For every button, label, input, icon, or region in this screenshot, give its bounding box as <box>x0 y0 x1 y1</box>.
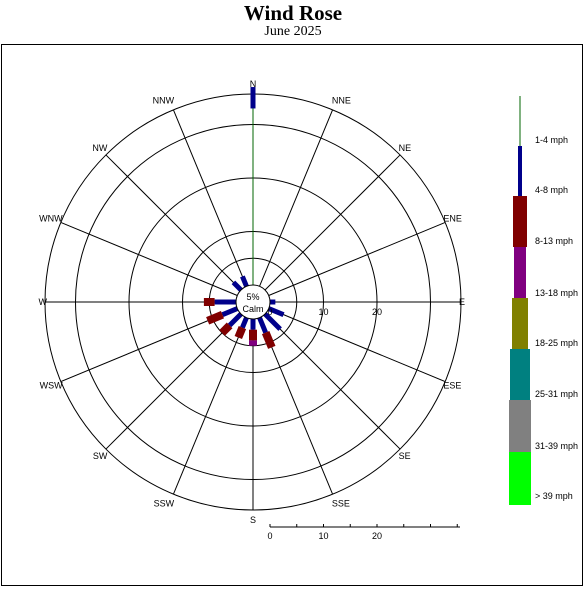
direction-label-sw: SW <box>93 451 108 461</box>
chart-title: Wind Rose <box>243 1 343 25</box>
bar-n-4-8-mph <box>250 87 256 109</box>
spoke-ne <box>264 154 401 291</box>
spoke-ese <box>268 308 446 383</box>
legend-swatch-8-13-mph <box>513 196 527 247</box>
scale-bar-label: 20 <box>372 531 382 541</box>
spoke-nnw <box>172 109 247 287</box>
direction-label-nne: NNE <box>332 96 351 106</box>
bar-sw-8-13-mph <box>219 322 233 336</box>
spoke-wnw <box>60 221 238 296</box>
bar-n-1-4-mph <box>252 108 254 285</box>
legend-label: 1-4 mph <box>535 135 568 145</box>
direction-label-ene: ENE <box>443 214 462 224</box>
bar-w-8-13-mph <box>203 298 215 306</box>
direction-label-nnw: NNW <box>153 96 175 106</box>
radial-tick-label: 10 <box>318 307 328 317</box>
legend-label: 25-31 mph <box>535 389 578 399</box>
direction-label-ssw: SSW <box>154 498 175 508</box>
calm-label: Calm <box>242 304 263 314</box>
radial-tick-label: 20 <box>372 307 382 317</box>
legend-swatch-31-39-mph <box>509 400 531 452</box>
scale-bar-label: 10 <box>318 531 328 541</box>
direction-label-ese: ESE <box>443 380 461 390</box>
bar-s-4-8-mph <box>250 319 256 330</box>
legend-label: 4-8 mph <box>535 185 568 195</box>
bar-w-4-8-mph <box>214 299 237 305</box>
center-overlay: 5% Calm 0 10 20 <box>235 284 382 320</box>
direction-label-wnw: WNW <box>39 214 63 224</box>
legend-label: > 39 mph <box>535 491 573 501</box>
legend-swatch-25-31-mph <box>510 349 530 400</box>
direction-label-w: W <box>39 297 48 307</box>
direction-label-n: N <box>250 79 257 89</box>
direction-label-sse: SSE <box>332 498 350 508</box>
bar-sw-4-8-mph <box>227 312 243 328</box>
bar-wsw-8-13-mph <box>206 310 224 325</box>
radial-scale-bar: 0 10 20 <box>267 524 460 541</box>
direction-label-se: SE <box>399 451 411 461</box>
legend-swatch-4-8-mph <box>518 146 522 196</box>
direction-bars <box>203 87 285 349</box>
direction-label-nw: NW <box>92 143 107 153</box>
direction-label-e: E <box>459 297 465 307</box>
bar-se-4-8-mph <box>263 312 282 331</box>
legend-label: 8-13 mph <box>535 236 573 246</box>
bar-e-4-8-mph <box>270 299 276 305</box>
bar-nnw-4-8-mph <box>240 275 249 288</box>
legend-label: 18-25 mph <box>535 338 578 348</box>
bar-ssw-4-8-mph <box>240 316 249 329</box>
scale-bar-label: 0 <box>267 531 272 541</box>
bar-sse-8-13-mph <box>261 331 276 349</box>
speed-legend: 1-4 mph 4-8 mph 8-13 mph 13-18 mph 18-25 mph… <box>509 96 578 505</box>
bar-s-13-18-mph <box>249 340 257 346</box>
bar-ese-4-8-mph <box>267 306 285 317</box>
legend-label: 31-39 mph <box>535 441 578 451</box>
legend-label: 13-18 mph <box>535 288 578 298</box>
plot-frame <box>1 44 583 586</box>
bar-nw-4-8-mph <box>231 280 243 292</box>
direction-label-s: S <box>250 515 256 525</box>
direction-label-ne: NE <box>399 143 412 153</box>
bar-sse-4-8-mph <box>257 316 268 334</box>
calm-circle <box>235 284 271 320</box>
bar-ssw-8-13-mph <box>234 326 247 340</box>
spoke-sw <box>105 313 242 450</box>
legend-swatch-18-25-mph <box>512 298 528 349</box>
bar-s-8-13-mph <box>249 329 257 341</box>
spoke-nne <box>259 109 334 287</box>
spoke-se <box>264 313 401 450</box>
calm-value: 5% <box>246 292 259 302</box>
spoke-nw <box>105 154 242 291</box>
radial-tick-label: 0 <box>267 307 272 317</box>
bar-wsw-4-8-mph <box>221 306 239 317</box>
spoke-ene <box>268 221 446 296</box>
chart-subtitle: June 2025 <box>264 24 322 39</box>
legend-swatch-13-18-mph <box>514 247 526 298</box>
direction-label-wsw: WSW <box>40 380 63 390</box>
spoke-ssw <box>172 317 247 495</box>
legend-swatch--39-mph <box>509 452 531 505</box>
